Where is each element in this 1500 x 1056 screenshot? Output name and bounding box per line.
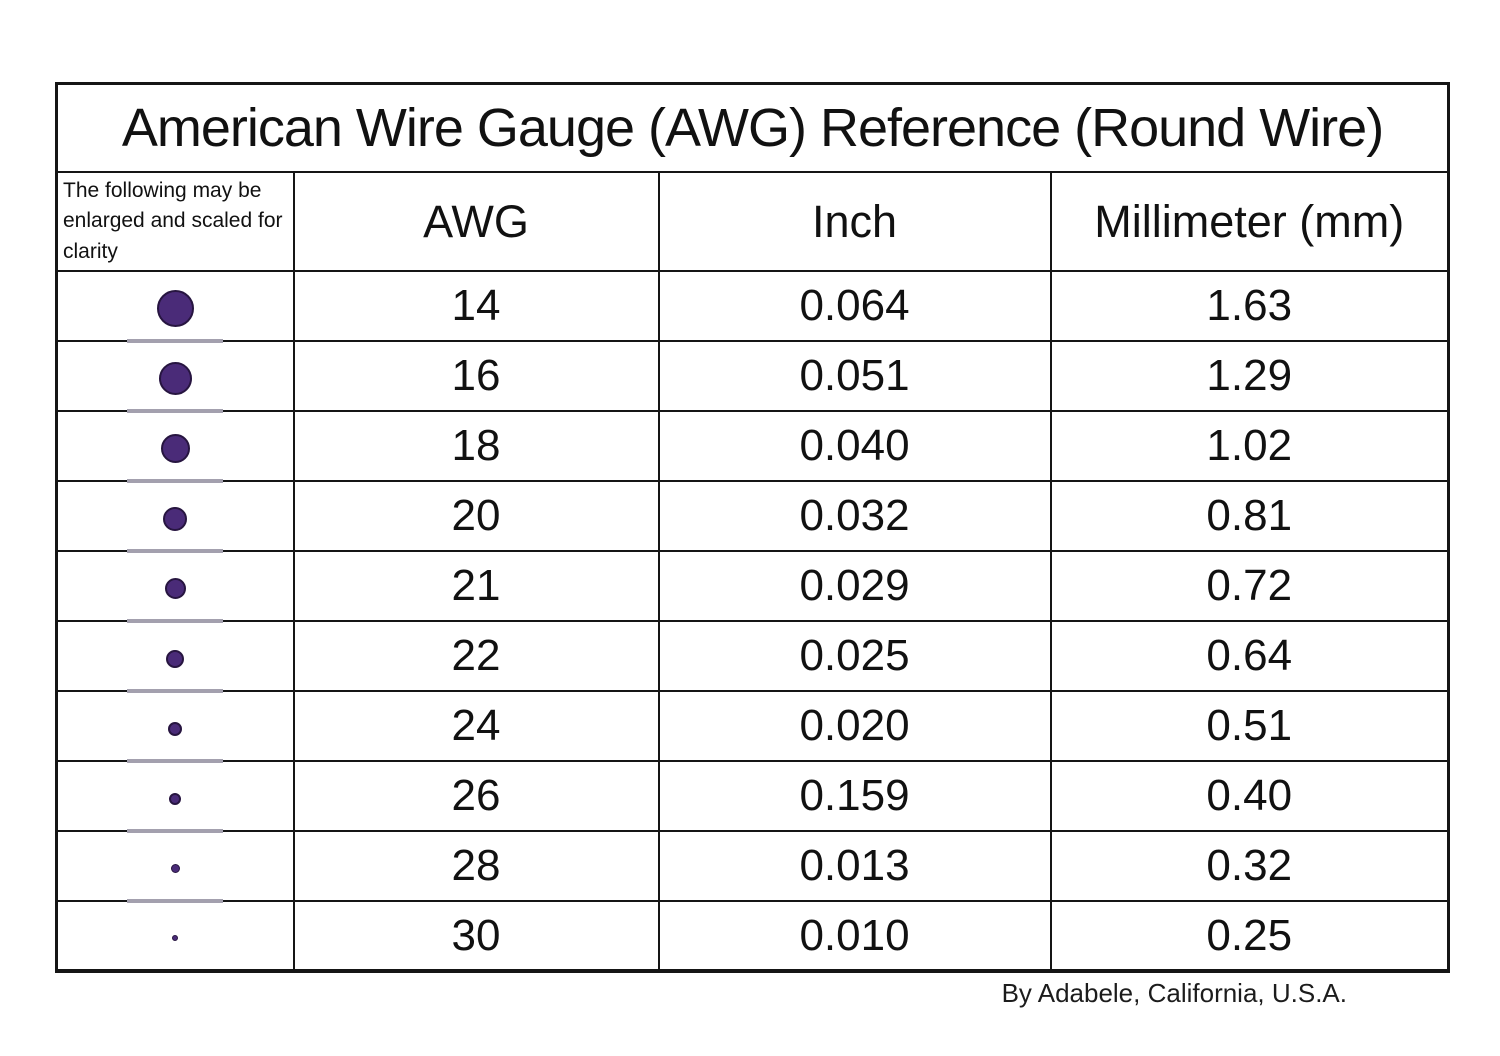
column-header-awg: AWG: [292, 170, 660, 273]
mm-value: 1.29: [1049, 340, 1450, 413]
dot-underline: [127, 829, 224, 834]
table-row-awg-18: 18 0.040 1.02: [55, 410, 1450, 484]
wire-dot-cell: [55, 690, 295, 764]
wire-size-dot: [170, 864, 180, 874]
scale-note: The following may be enlarged and scaled…: [55, 170, 295, 273]
wire-dot-cell: [55, 760, 295, 834]
awg-value: 14: [292, 270, 660, 343]
table-row-awg-21: 21 0.029 0.72: [55, 550, 1450, 624]
awg-value: 21: [292, 550, 660, 623]
wire-size-dot: [160, 434, 190, 464]
inch-value: 0.159: [657, 760, 1052, 833]
inch-value: 0.025: [657, 620, 1052, 693]
header-row: The following may be enlarged and scaled…: [55, 170, 1450, 273]
credit-line: By Adabele, California, U.S.A.: [1001, 978, 1347, 1008]
inch-value: 0.040: [657, 410, 1052, 483]
table-row-awg-14: 14 0.064 1.63: [55, 270, 1450, 344]
awg-value: 22: [292, 620, 660, 693]
table-row-awg-22: 22 0.025 0.64: [55, 620, 1450, 694]
dot-underline: [127, 479, 224, 484]
mm-value: 0.64: [1049, 620, 1450, 693]
mm-value: 0.72: [1049, 550, 1450, 623]
table-row-awg-28: 28 0.013 0.32: [55, 830, 1450, 904]
dot-underline: [127, 409, 224, 414]
wire-size-dot: [158, 362, 192, 396]
wire-size-dot: [172, 935, 179, 942]
wire-dot-cell: [55, 620, 295, 694]
table-row-awg-30: 30 0.010 0.25: [55, 900, 1450, 974]
dot-underline: [127, 339, 224, 344]
dot-underline: [127, 689, 224, 694]
title-row: American Wire Gauge (AWG) Reference (Rou…: [55, 82, 1450, 173]
table-row-awg-24: 24 0.020 0.51: [55, 690, 1450, 764]
wire-size-dot: [169, 792, 182, 805]
wire-size-dot: [164, 578, 186, 600]
table-title: American Wire Gauge (AWG) Reference (Rou…: [55, 82, 1450, 173]
dot-underline: [127, 619, 224, 624]
table-row-awg-16: 16 0.051 1.29: [55, 340, 1450, 414]
wire-dot-cell: [55, 830, 295, 904]
awg-value: 28: [292, 830, 660, 903]
table-row-awg-26: 26 0.159 0.40: [55, 760, 1450, 834]
dot-underline: [127, 549, 224, 554]
mm-value: 0.81: [1049, 480, 1450, 553]
awg-value: 16: [292, 340, 660, 413]
mm-value: 0.32: [1049, 830, 1450, 903]
wire-dot-cell: [55, 410, 295, 484]
inch-value: 0.029: [657, 550, 1052, 623]
awg-value: 30: [292, 900, 660, 974]
dot-underline: [127, 899, 224, 904]
inch-value: 0.013: [657, 830, 1052, 903]
inch-value: 0.051: [657, 340, 1052, 413]
wire-size-dot: [168, 721, 183, 736]
wire-dot-cell: [55, 550, 295, 624]
table-row-awg-20: 20 0.032 0.81: [55, 480, 1450, 554]
wire-size-dot: [166, 649, 185, 668]
inch-value: 0.020: [657, 690, 1052, 763]
wire-dot-cell: [55, 900, 295, 974]
awg-value: 20: [292, 480, 660, 553]
dot-underline: [127, 759, 224, 764]
awg-value: 18: [292, 410, 660, 483]
wire-dot-cell: [55, 340, 295, 414]
column-header-mm: Millimeter (mm): [1049, 170, 1450, 273]
mm-value: 0.51: [1049, 690, 1450, 763]
column-header-inch: Inch: [657, 170, 1052, 273]
wire-size-dot: [163, 506, 188, 531]
inch-value: 0.010: [657, 900, 1052, 974]
mm-value: 1.02: [1049, 410, 1450, 483]
wire-size-dot: [156, 290, 194, 328]
mm-value: 0.40: [1049, 760, 1450, 833]
wire-dot-cell: [55, 270, 295, 344]
inch-value: 0.064: [657, 270, 1052, 343]
mm-value: 0.25: [1049, 900, 1450, 974]
awg-reference-table: American Wire Gauge (AWG) Reference (Rou…: [55, 82, 1450, 974]
mm-value: 1.63: [1049, 270, 1450, 343]
awg-value: 26: [292, 760, 660, 833]
inch-value: 0.032: [657, 480, 1052, 553]
awg-value: 24: [292, 690, 660, 763]
wire-dot-cell: [55, 480, 295, 554]
